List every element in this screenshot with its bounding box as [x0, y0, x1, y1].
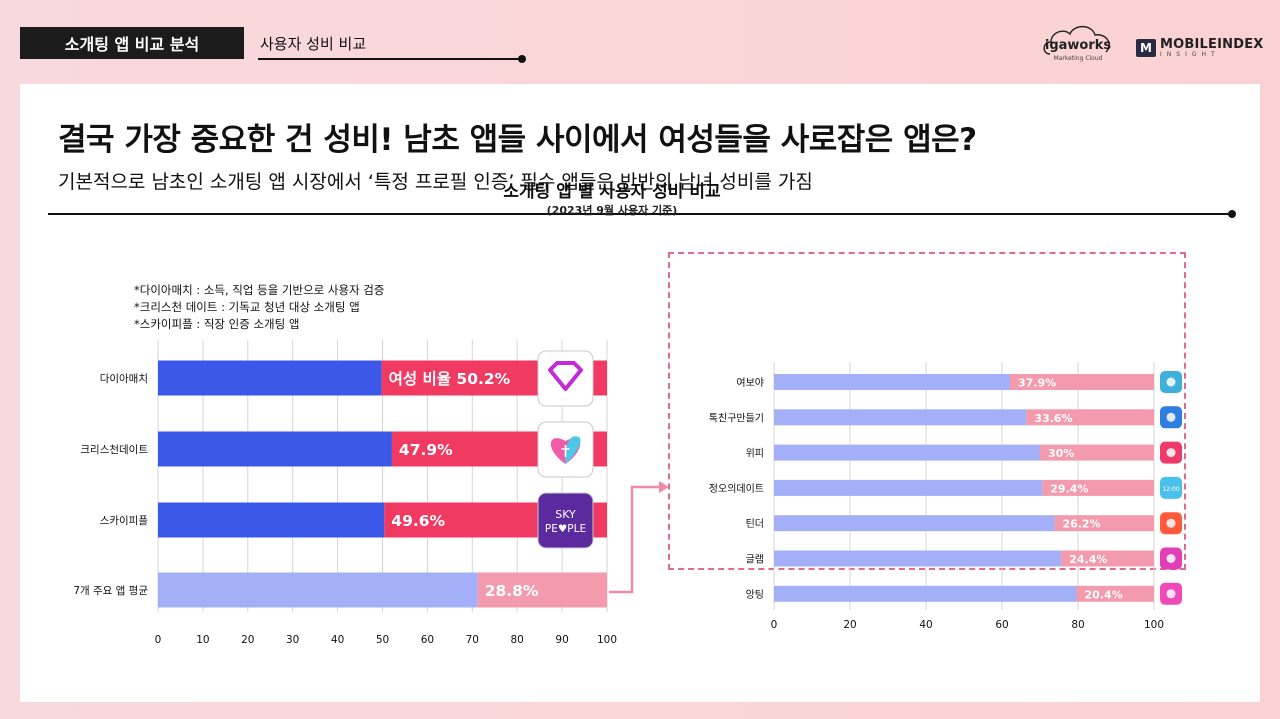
igaworks-logo-subtext: Marketing Cloud — [1053, 55, 1103, 62]
right-bar-female — [1054, 515, 1154, 532]
right-data-label: 33.6% — [1034, 412, 1072, 425]
note-skypeople: *스카이피플 : 직장 인증 소개팅 앱 — [134, 317, 300, 331]
right-data-label: 24.4% — [1069, 553, 1107, 566]
right-category-label: 위피 — [746, 447, 764, 460]
left-bar-female — [477, 572, 607, 608]
app-icon-glyph — [1166, 518, 1176, 528]
left-category-label: 7개 주요 앱 평균 — [73, 585, 148, 597]
left-x-tick-label: 70 — [466, 634, 479, 646]
left-x-tick-label: 40 — [331, 634, 344, 646]
left-x-tick-label: 90 — [555, 634, 568, 646]
right-bar-female — [1040, 444, 1154, 461]
connector-arrow-line — [609, 485, 665, 594]
left-bar-male — [158, 502, 385, 538]
app-icon-glyph — [1166, 412, 1176, 422]
right-bar-male — [774, 374, 1010, 390]
mobileindex-logo-subtext: INSIGHT — [1160, 51, 1220, 58]
mobileindex-m-icon: M — [1136, 39, 1156, 57]
clock-icon — [1160, 476, 1182, 499]
igaworks-logo-text: igaworks — [1044, 38, 1112, 53]
page-headline: 결국 가장 중요한 건 성비! 남초 앱들 사이에서 여성들을 사로잡은 앱은? — [58, 122, 977, 158]
left-bar-male — [158, 572, 478, 608]
right-bar-male — [774, 479, 1043, 496]
skypeople-app-icon — [537, 492, 594, 549]
diamond-icon — [548, 361, 583, 391]
right-bar-female — [1042, 479, 1154, 496]
right-x-tick-label: 100 — [1144, 619, 1164, 631]
clock-icon-text: 12:00 — [1162, 486, 1179, 493]
chart-subtitle: (2023년 9월 사용자 기준) — [546, 204, 678, 217]
left-x-tick-label: 50 — [376, 634, 389, 646]
skypeople-icon-text-bottom: PE♥PLE — [545, 523, 586, 535]
skypeople-icon-text-top: SKY — [555, 508, 576, 521]
section-underline — [258, 58, 522, 60]
heart-cross-icon-half — [565, 436, 581, 464]
mobileindex-logo-text: MOBILEINDEX — [1160, 37, 1264, 52]
detail-chart-frame — [668, 252, 1186, 570]
left-bar-male — [158, 431, 392, 467]
right-category-label: 글램 — [746, 554, 764, 566]
right-bar-female — [1009, 374, 1154, 390]
right-data-label: 37.9% — [1018, 377, 1056, 390]
left-x-tick-label: 0 — [155, 634, 162, 646]
right-data-label: 26.2% — [1062, 518, 1100, 531]
chart-title: 소개팅 앱 별 사용자 성비 비교 — [503, 182, 721, 202]
diamond-app-icon — [537, 350, 594, 407]
left-x-tick-label: 10 — [196, 634, 209, 646]
left-x-tick-label: 60 — [421, 634, 434, 646]
right-category-label: 틴더 — [746, 518, 764, 530]
igaworks-logo: igaworks Marketing Cloud — [1040, 20, 1116, 66]
left-data-label: 47.9% — [399, 441, 453, 459]
right-x-tick-label: 60 — [995, 619, 1008, 631]
right-bar-male — [774, 409, 1027, 426]
left-x-tick-label: 30 — [286, 634, 299, 646]
connector-arrow-head — [659, 481, 669, 493]
right-data-label: 29.4% — [1050, 482, 1088, 495]
right-x-tick-label: 20 — [843, 619, 856, 631]
left-x-tick-label: 20 — [241, 634, 254, 646]
left-x-tick-label: 80 — [511, 634, 524, 646]
cloud-icon — [1043, 25, 1110, 55]
note-diamatch: *다이아매치 : 소득, 직업 등을 기반으로 사용자 검증 — [134, 283, 385, 297]
right-data-label: 20.4% — [1084, 588, 1122, 601]
app-icon-glyph — [1166, 589, 1176, 599]
left-bar-male — [158, 360, 382, 396]
right-data-label: 30% — [1048, 447, 1074, 460]
right-x-tick-label: 80 — [1071, 619, 1084, 631]
left-data-label: 여성 비율 50.2% — [389, 370, 511, 388]
headline-divider — [48, 213, 1230, 215]
right-bar-male — [774, 585, 1077, 602]
section-underline-dot — [518, 55, 526, 63]
page-subheadline: 기본적으로 남초인 소개팅 앱 시장에서 ‘특정 프로필 인증’ 필수 앱들은 … — [58, 171, 813, 193]
right-x-tick-label: 0 — [771, 619, 778, 631]
section-tag: 소개팅 앱 비교 분석 — [20, 27, 244, 59]
right-bar-male — [774, 515, 1055, 532]
right-bar-female — [1026, 409, 1154, 426]
right-bar-male — [774, 550, 1062, 567]
right-category-label: 여보야 — [736, 377, 764, 389]
right-bar-male — [774, 444, 1040, 461]
left-category-label: 다이아매치 — [100, 373, 148, 385]
left-x-tick-label: 100 — [597, 634, 617, 646]
left-category-label: 크리스천데이트 — [80, 444, 148, 456]
right-category-label: 정오의데이트 — [709, 483, 764, 495]
right-bar-female — [1061, 550, 1154, 567]
left-category-label: 스카이피플 — [100, 515, 149, 527]
right-category-label: 톡친구만들기 — [709, 412, 764, 424]
section-subtitle: 사용자 성비 비교 — [260, 35, 367, 53]
right-x-tick-label: 40 — [919, 619, 932, 631]
right-category-label: 앙팅 — [746, 589, 764, 601]
left-data-label: 28.8% — [485, 582, 539, 600]
headline-divider-dot — [1228, 210, 1236, 218]
app-icon-glyph — [1166, 377, 1176, 387]
left-data-label: 49.6% — [391, 512, 445, 530]
right-bar-female — [1076, 585, 1154, 602]
mobileindex-logo: M MOBILEINDEX INSIGHT — [1136, 38, 1264, 58]
note-christian-date: *크리스천 데이트 : 기독교 청년 대상 소개팅 앱 — [134, 300, 360, 314]
app-icon-glyph — [1166, 448, 1176, 458]
app-icon-glyph — [1166, 554, 1176, 563]
cross-icon — [561, 445, 570, 457]
